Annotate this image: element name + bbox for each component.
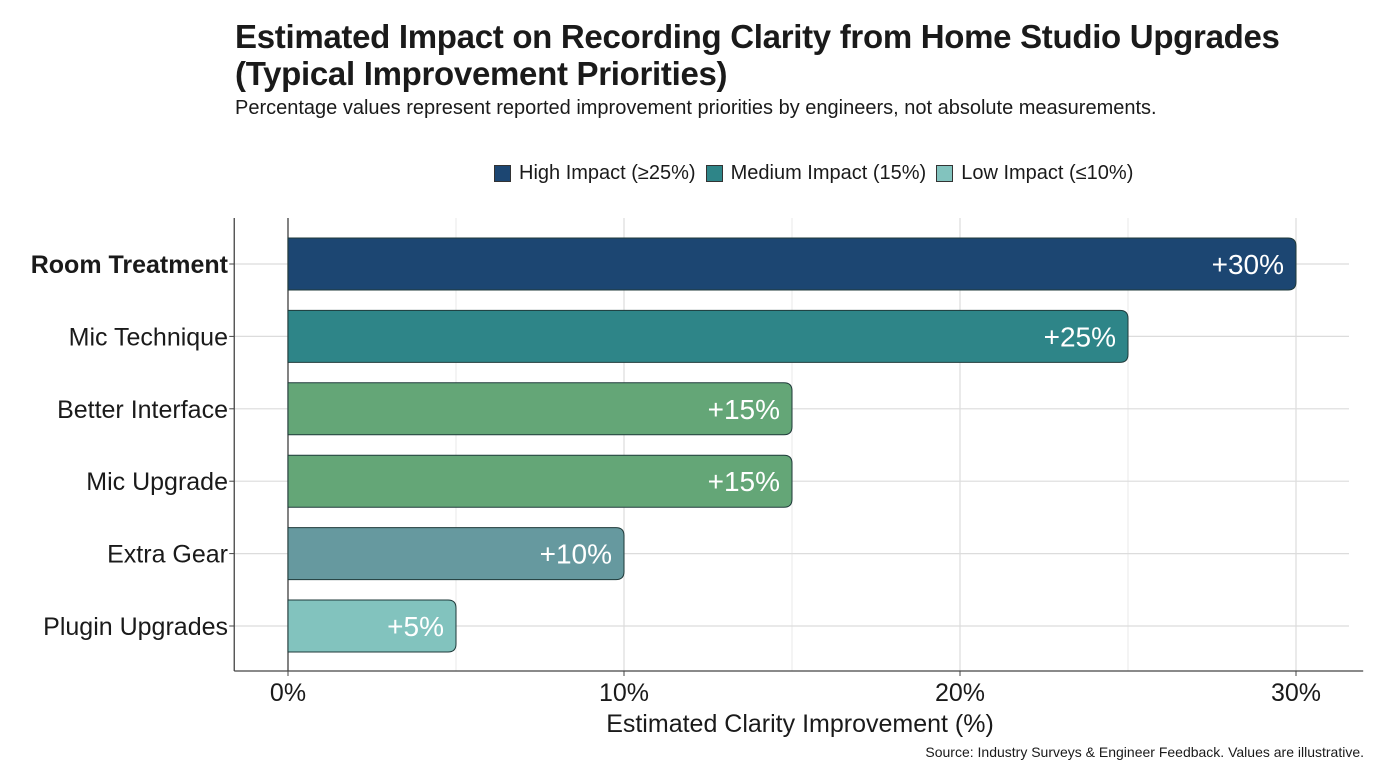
x-tick-label: 20%	[935, 679, 985, 707]
y-tick-label: Room Treatment	[31, 251, 229, 279]
bar-group: +25%	[287, 309, 1129, 363]
legend-label-low: Low Impact (≤10%)	[961, 162, 1134, 184]
x-tick-label: 10%	[599, 679, 649, 707]
bar-data-label: +15%	[708, 466, 780, 497]
y-tick-label: Extra Gear	[107, 541, 228, 569]
legend-item-low: Low Impact (≤10%)	[936, 162, 1133, 185]
bar	[287, 454, 793, 508]
bar	[287, 382, 793, 436]
legend-label-high: High Impact (≥25%)	[519, 162, 696, 184]
legend-label-medium: Medium Impact (15%)	[730, 162, 927, 184]
legend-item-high: High Impact (≥25%)	[494, 162, 696, 185]
y-tick-label: Better Interface	[57, 396, 228, 424]
bar-group: +10%	[287, 527, 625, 581]
y-tick-label: Plugin Upgrades	[43, 613, 228, 641]
legend-swatch-medium	[705, 165, 723, 182]
bar	[287, 237, 1297, 291]
bar-data-label: +5%	[387, 611, 444, 642]
legend-swatch-high	[494, 165, 511, 182]
bar-data-label: +10%	[540, 539, 612, 570]
source-note: Source: Industry Surveys & Engineer Feed…	[925, 744, 1364, 760]
x-tick-label: 0%	[270, 679, 306, 707]
bar-group: +15%	[287, 382, 793, 436]
x-axis-label: Estimated Clarity Improvement (%)	[606, 710, 994, 738]
y-tick-label: Mic Technique	[69, 323, 228, 351]
bar-data-label: +30%	[1212, 249, 1284, 280]
legend-swatch-low	[936, 165, 954, 182]
bar-group: +30%	[287, 237, 1297, 291]
bar	[287, 527, 625, 581]
bar-data-label: +15%	[708, 394, 780, 425]
title-line-2: (Typical Improvement Priorities)	[235, 55, 728, 92]
chart-title: Estimated Impact on Recording Clarity fr…	[235, 18, 1280, 92]
legend-item-medium: Medium Impact (15%)	[705, 162, 927, 185]
legend: High Impact (≥25%) Medium Impact (15%) L…	[494, 162, 1143, 185]
bar	[287, 309, 1129, 363]
x-tick-label: 30%	[1271, 679, 1321, 707]
y-tick-label: Mic Upgrade	[86, 468, 228, 496]
bar-group: +5%	[287, 599, 457, 653]
bar	[287, 599, 457, 653]
bar-group: +15%	[287, 454, 793, 508]
title-line-1: Estimated Impact on Recording Clarity fr…	[235, 18, 1280, 55]
bar-data-label: +25%	[1044, 321, 1116, 352]
chart-subtitle: Percentage values represent reported imp…	[235, 97, 1157, 119]
